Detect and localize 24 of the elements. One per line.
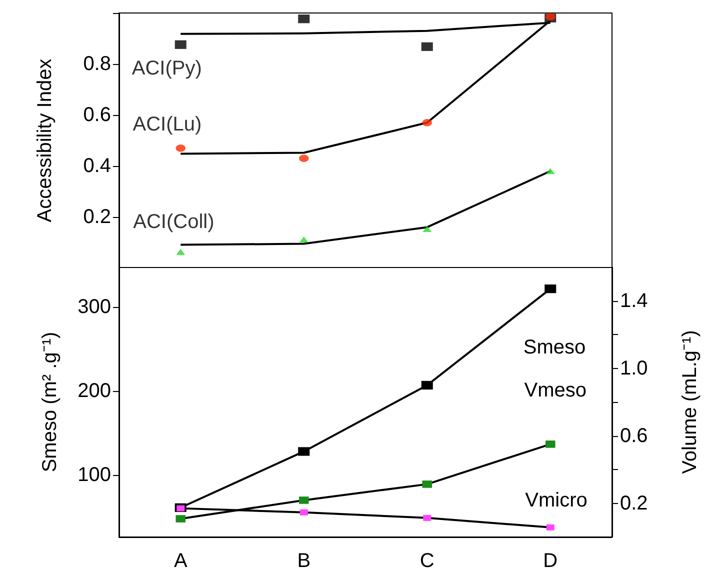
x-tick-label: C: [420, 550, 434, 572]
y2-tick-label: 0.2: [620, 492, 648, 514]
y2-axis-title: Volume (mL.g⁻¹): [679, 330, 701, 474]
y-axis-title: Accessibility Index: [34, 58, 56, 222]
series-label: ACI(Py): [132, 57, 202, 80]
series-label: Vmicro: [525, 489, 588, 512]
x-tick-label: A: [174, 550, 188, 572]
series-label: ACI(Coll): [133, 210, 214, 233]
y2-tick-label: 1.4: [620, 290, 648, 312]
y2-tick-label: 1.0: [620, 357, 648, 380]
y-tick-label: 0.2: [83, 206, 111, 228]
x-tick-label: D: [543, 550, 558, 572]
y-tick-label: 300: [78, 296, 111, 318]
y-tick-label: 200: [78, 380, 111, 402]
series-label: Smeso: [523, 336, 586, 358]
y-axis-title: Smeso (m² .g⁻¹): [39, 332, 61, 472]
y2-tick-label: 0.6: [620, 424, 648, 447]
series-label: ACI(Lu): [132, 113, 202, 136]
text: Vmeso: [524, 380, 586, 402]
y-tick-label: 0.4: [83, 155, 111, 177]
y-tick-label: 0.6: [83, 104, 111, 126]
y-tick-label: 100: [78, 464, 111, 486]
y-tick-label: 0.8: [83, 53, 111, 75]
x-tick-label: B: [297, 550, 311, 572]
